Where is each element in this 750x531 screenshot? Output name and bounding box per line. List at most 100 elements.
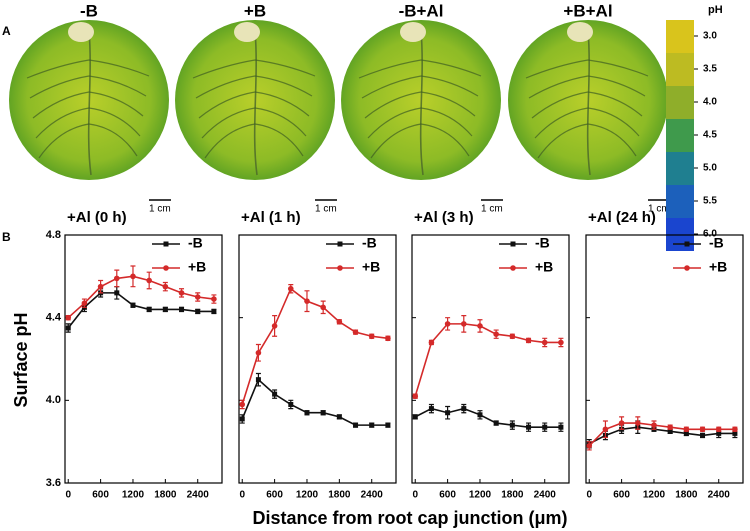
data-point (304, 298, 310, 304)
colorbar-tick-label: 4.0 (703, 97, 717, 108)
data-point (493, 331, 499, 338)
lateral-root (35, 107, 90, 139)
data-line (588, 422, 735, 447)
x-tick-label: 1200 (122, 490, 145, 501)
legend-marker (163, 241, 169, 247)
data-point (526, 424, 532, 430)
lateral-root (528, 75, 589, 99)
legend-marker (684, 241, 690, 247)
photo-label: -B (80, 1, 98, 20)
lateral-root (26, 59, 90, 79)
data-point (509, 422, 515, 428)
data-point (81, 300, 88, 307)
charts: +Al (0 h) 3.6 4.0 4.4 4.8 0 600 1200 1800 2400 -B +… (46, 209, 744, 501)
data-point (461, 406, 467, 412)
lateral-root (88, 59, 150, 77)
data-point (700, 432, 706, 438)
x-tick-label: 1800 (328, 490, 351, 501)
data-point (320, 410, 326, 416)
x-axis-label: Distance from root cap junction (μm) (252, 508, 567, 528)
legend-marker (337, 265, 343, 271)
lateral-root (587, 59, 649, 77)
photo-label: +B (244, 1, 266, 20)
data-point (272, 391, 278, 397)
lateral-root (88, 107, 141, 137)
lateral-root (367, 107, 422, 139)
colorbar-swatch (666, 20, 694, 53)
lateral-root (88, 123, 138, 157)
colorbar-tick-label: 3.0 (703, 31, 717, 42)
lateral-root (38, 123, 90, 159)
data-line (241, 378, 388, 426)
data-point (336, 319, 343, 325)
data-point (651, 422, 657, 428)
colorbar-tick-label: 3.5 (703, 64, 717, 75)
x-tick-label: 2400 (708, 490, 731, 501)
lateral-root (358, 59, 422, 79)
plot-frame (64, 234, 223, 484)
data-point (287, 285, 294, 292)
lateral-root (254, 59, 316, 77)
lateral-root (420, 75, 479, 97)
colorbar-swatch (666, 185, 694, 218)
data-point (162, 283, 169, 290)
x-tick-label: 600 (266, 490, 283, 501)
colorbar-swatch (666, 119, 694, 152)
seed (234, 22, 260, 42)
data-point (385, 335, 391, 342)
data-point (445, 410, 451, 416)
x-tick-label: 0 (412, 490, 418, 501)
data-point (194, 294, 201, 300)
chart-title: +Al (24 h) (588, 209, 656, 226)
scale-bar-label: 1 cm (149, 204, 171, 215)
colorbar-title: pH (708, 4, 723, 16)
lateral-root (537, 123, 589, 159)
scale-bar-label: 1 cm (315, 204, 337, 215)
data-point (683, 430, 689, 436)
colorbar-tick-label: 5.5 (703, 196, 717, 207)
x-tick-label: 2400 (361, 490, 384, 501)
lateral-root (254, 91, 310, 117)
lateral-root (370, 123, 422, 159)
data-point (558, 424, 564, 430)
primary-root (419, 29, 424, 176)
colorbar-tick-label: 6.0 (703, 229, 717, 240)
plot-frame (238, 234, 397, 484)
data-point (97, 283, 104, 290)
data-point (716, 430, 722, 436)
lateral-root (587, 75, 646, 97)
data-point (113, 275, 120, 282)
seed (567, 22, 593, 42)
data-point (667, 428, 673, 434)
photo-label: -B+Al (399, 1, 444, 20)
data-point (255, 377, 261, 383)
scale-bar-label: 1 cm (481, 204, 503, 215)
lateral-root (195, 75, 256, 99)
data-point (65, 314, 72, 321)
data-point (444, 321, 451, 327)
x-tick-label: 1800 (675, 490, 698, 501)
lateral-root (587, 107, 640, 137)
data-point (493, 420, 499, 426)
data-point (320, 304, 326, 311)
legend-marker (163, 265, 169, 271)
panel-label: B (2, 230, 11, 244)
colorbar-tick-label: 4.5 (703, 130, 717, 141)
data-point (130, 273, 136, 280)
x-tick-label: 1200 (643, 490, 666, 501)
data-point (211, 308, 217, 314)
data-point (239, 401, 246, 408)
seed (68, 22, 94, 42)
lateral-root (534, 107, 589, 139)
y-tick-label: 4.4 (46, 312, 62, 324)
data-point (683, 426, 690, 433)
y-tick-label: 4.0 (46, 394, 61, 406)
lateral-root (420, 59, 482, 77)
lateral-root (254, 75, 313, 97)
lateral-root (254, 123, 304, 157)
colorbar-swatch (666, 86, 694, 119)
panel-label: A (2, 24, 11, 38)
data-point (352, 329, 359, 335)
data-point (428, 339, 435, 346)
